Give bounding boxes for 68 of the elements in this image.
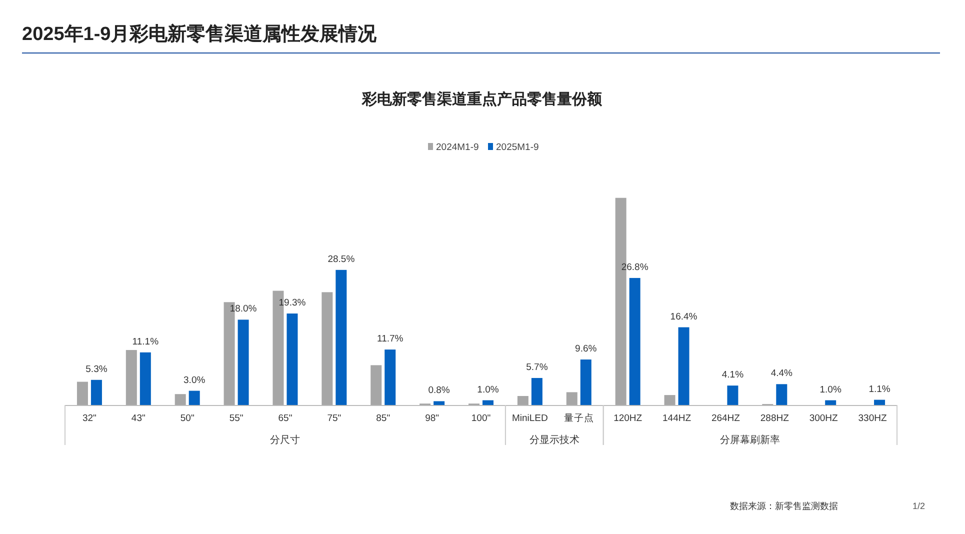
- x-tick-label: 98": [425, 413, 440, 424]
- title: 2025年1-9月彩电新零售渠道属性发展情况: [22, 24, 377, 45]
- x-tick-label: 85": [376, 413, 390, 424]
- text: 分屏幕刷新率: [720, 434, 780, 446]
- data-label: 16.4%: [670, 311, 698, 322]
- x-tick-label: 75": [327, 413, 342, 424]
- bar: [825, 400, 836, 405]
- bar: [140, 352, 151, 405]
- data-label: 11.1%: [132, 336, 160, 348]
- x-tick-label: 32": [82, 413, 96, 424]
- data-label: 0.8%: [428, 385, 450, 396]
- bar: [188, 390, 200, 405]
- bar: [90, 380, 102, 405]
- data-label: 3.0%: [184, 374, 206, 386]
- bar: [566, 392, 578, 405]
- data-label: 9.6%: [575, 343, 598, 354]
- bar: [482, 400, 494, 405]
- bar: [874, 400, 886, 405]
- subtitle: 彩电新零售渠道重点产品零售量份额: [362, 91, 602, 108]
- source-note: 数据来源：新零售监测数据: [730, 501, 838, 511]
- bar: [336, 270, 347, 405]
- bar: [126, 350, 137, 405]
- bar: [727, 386, 738, 405]
- x-tick-label: 144HZ: [662, 413, 692, 424]
- x-tick-label: 300HZ: [809, 413, 838, 424]
- x-tick-label: 50": [180, 413, 194, 424]
- bar: [580, 359, 592, 405]
- bar: [678, 327, 690, 405]
- bar: [76, 382, 88, 405]
- x-tick-label: 55": [229, 413, 244, 424]
- x-tick-label: 120HZ: [614, 413, 642, 424]
- bar: [286, 314, 298, 405]
- bar: [322, 292, 333, 405]
- data-label: 5.3%: [86, 364, 108, 375]
- x-tick-label: 量子点: [564, 412, 594, 424]
- x-tick-label: 288HZ: [760, 413, 790, 424]
- data-label: 26.8%: [621, 262, 649, 273]
- x-tick-label: 264HZ: [711, 413, 740, 424]
- x-tick-label: 65": [278, 413, 292, 424]
- bar: [776, 384, 788, 405]
- bar: [174, 394, 186, 405]
- bar: [434, 401, 445, 405]
- bar: [370, 365, 382, 405]
- data-label: 4.1%: [722, 370, 744, 381]
- data-label: 1.1%: [868, 384, 891, 395]
- data-label: 1.0%: [477, 384, 500, 396]
- text: 1/2: [912, 501, 925, 511]
- data-label: 28.5%: [328, 254, 356, 265]
- x-tick-label: 43": [131, 413, 146, 424]
- text: 分尺寸: [270, 434, 300, 446]
- bar: [238, 320, 249, 405]
- data-label: 18.0%: [230, 304, 258, 315]
- bar: [629, 278, 640, 405]
- legend-label: 2025M1-9: [496, 142, 539, 153]
- x-tick-label: 100": [471, 413, 491, 424]
- data-label: 11.7%: [377, 334, 404, 345]
- text: 分显示技术: [529, 434, 580, 446]
- data-label: 19.3%: [278, 298, 306, 309]
- bar: [664, 395, 676, 405]
- data-label: 5.7%: [526, 362, 548, 373]
- data-label: 4.4%: [770, 368, 794, 380]
- x-tick-label: 330HZ: [858, 413, 887, 424]
- x-tick-label: MiniLED: [512, 413, 548, 424]
- legend-label: 2024M1-9: [436, 142, 479, 153]
- bar: [531, 378, 542, 405]
- data-label: 1.0%: [820, 384, 842, 396]
- bar: [517, 396, 528, 405]
- bar: [384, 350, 396, 405]
